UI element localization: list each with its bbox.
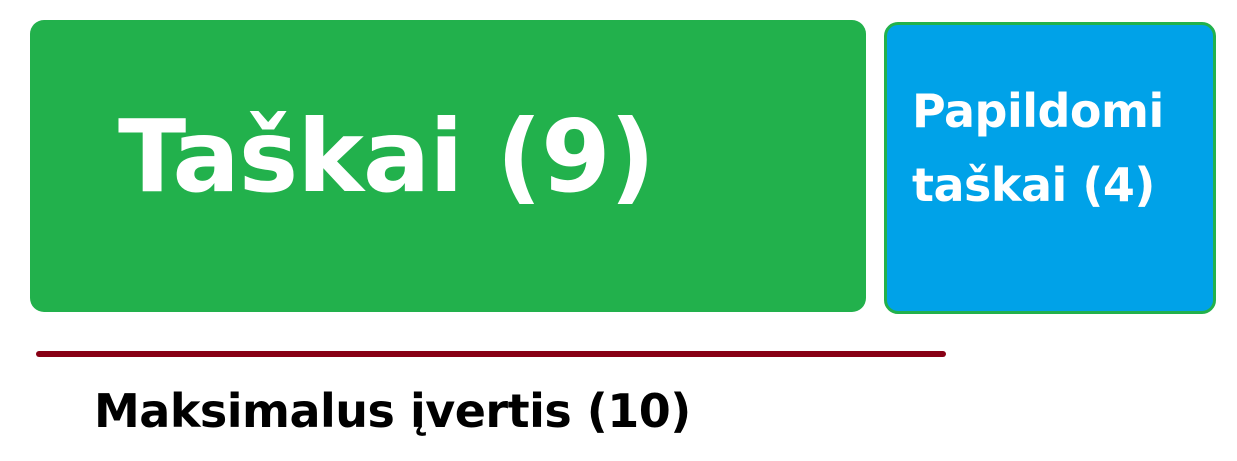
max-score-line — [36, 351, 946, 357]
points-label: Taškai (9) — [118, 98, 655, 215]
points-box: Taškai (9) — [30, 20, 866, 312]
extra-points-box: Papildomi taškai (4) — [884, 22, 1216, 314]
max-score-label: Maksimalus įvertis (10) — [94, 384, 691, 438]
extra-points-label: Papildomi taškai (4) — [912, 84, 1164, 212]
